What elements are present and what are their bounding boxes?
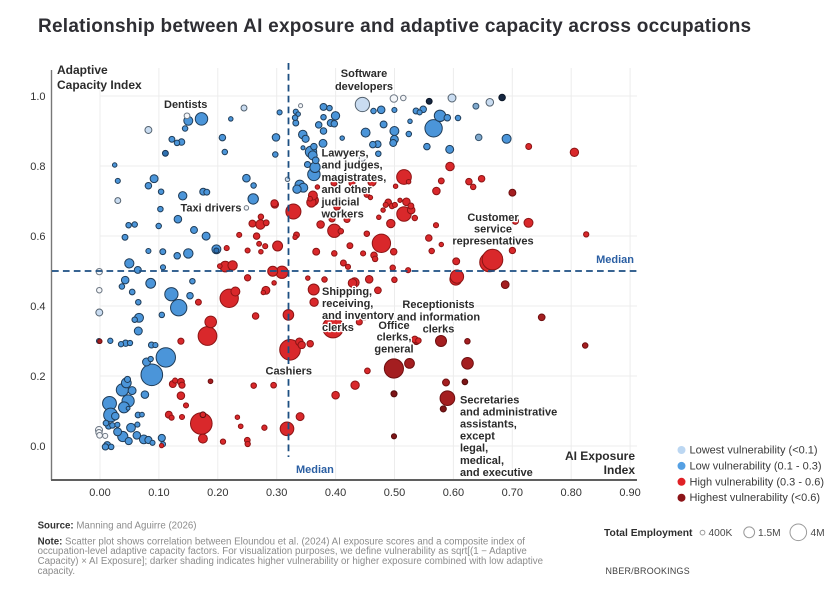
svg-text:Total Employment: Total Employment — [604, 528, 693, 539]
svg-text:general: general — [374, 343, 413, 355]
svg-text:and other: and other — [322, 184, 373, 196]
svg-text:clerks: clerks — [322, 322, 354, 334]
svg-text:Median: Median — [596, 254, 634, 266]
svg-text:Highest vulnerability (<0.6): Highest vulnerability (<0.6) — [690, 492, 821, 504]
svg-text:1.0: 1.0 — [30, 91, 45, 103]
svg-text:0.20: 0.20 — [207, 487, 228, 499]
svg-text:4M: 4M — [811, 528, 825, 539]
svg-text:Lowest vulnerability (<0.1): Lowest vulnerability (<0.1) — [690, 445, 818, 457]
svg-text:developers: developers — [335, 81, 393, 93]
svg-text:Dentists: Dentists — [164, 99, 207, 111]
svg-text:service: service — [474, 224, 512, 236]
svg-text:Office: Office — [378, 320, 409, 332]
svg-text:0.8: 0.8 — [30, 161, 45, 173]
svg-text:Index: Index — [604, 463, 636, 477]
svg-text:Source: Manning and Aguirre (2: Source: Manning and Aguirre (2026) — [38, 521, 197, 532]
svg-text:and executive: and executive — [460, 467, 533, 479]
svg-text:clerks: clerks — [423, 323, 455, 335]
svg-text:Shipping,: Shipping, — [322, 286, 372, 298]
svg-text:workers: workers — [321, 209, 364, 221]
svg-text:Capacity Index: Capacity Index — [57, 78, 142, 92]
svg-text:400K: 400K — [709, 528, 733, 539]
svg-text:Note: Scatter plot shows corre: Note: Scatter plot shows correlation bet… — [38, 536, 526, 547]
svg-text:0.50: 0.50 — [384, 487, 405, 499]
svg-text:0.70: 0.70 — [502, 487, 523, 499]
svg-text:Low vulnerability (0.1 - 0.3): Low vulnerability (0.1 - 0.3) — [690, 460, 822, 472]
svg-text:occupation-level adaptive capa: occupation-level adaptive capacity facto… — [38, 546, 527, 557]
svg-text:Secretaries: Secretaries — [460, 394, 519, 406]
svg-text:assistants,: assistants, — [460, 419, 517, 431]
svg-text:0.60: 0.60 — [443, 487, 464, 499]
svg-text:medical,: medical, — [460, 455, 504, 467]
svg-text:Receptionists: Receptionists — [402, 299, 474, 311]
svg-text:magistrates,: magistrates, — [322, 172, 387, 184]
svg-text:0.30: 0.30 — [266, 487, 287, 499]
svg-text:Capacity) × AI Exposure]; dark: Capacity) × AI Exposure]; darker shading… — [38, 556, 543, 567]
svg-text:Median: Median — [296, 464, 334, 476]
svg-text:0.2: 0.2 — [30, 371, 45, 383]
svg-text:1.5M: 1.5M — [758, 528, 781, 539]
svg-text:and judges,: and judges, — [322, 160, 383, 172]
svg-text:clerks,: clerks, — [377, 332, 412, 344]
svg-text:and inventory: and inventory — [322, 310, 395, 322]
svg-text:0.40: 0.40 — [325, 487, 346, 499]
svg-text:0.80: 0.80 — [560, 487, 581, 499]
svg-text:NBER/BROOKINGS: NBER/BROOKINGS — [606, 566, 690, 576]
svg-text:Software: Software — [341, 68, 387, 80]
svg-text:and administrative: and administrative — [460, 406, 557, 418]
svg-text:Taxi drivers: Taxi drivers — [181, 202, 242, 214]
svg-text:and information: and information — [397, 311, 480, 323]
svg-text:0.90: 0.90 — [619, 487, 640, 499]
svg-text:representatives: representatives — [452, 235, 533, 247]
svg-text:High vulnerability (0.3 - 0.6): High vulnerability (0.3 - 0.6) — [690, 476, 825, 488]
svg-text:0.00: 0.00 — [89, 487, 110, 499]
svg-text:AI Exposure: AI Exposure — [565, 449, 635, 463]
svg-text:judicial: judicial — [321, 196, 360, 208]
svg-text:legal,: legal, — [460, 443, 488, 455]
svg-text:receiving,: receiving, — [322, 298, 373, 310]
svg-text:0.0: 0.0 — [30, 441, 45, 453]
svg-text:Lawyers,: Lawyers, — [322, 148, 369, 160]
svg-text:0.4: 0.4 — [30, 301, 45, 313]
svg-text:0.10: 0.10 — [148, 487, 169, 499]
svg-text:Customer: Customer — [467, 212, 519, 224]
svg-text:except: except — [460, 431, 495, 443]
svg-text:capacity.: capacity. — [38, 566, 76, 577]
svg-text:0.6: 0.6 — [30, 231, 45, 243]
svg-text:Cashiers: Cashiers — [266, 366, 312, 378]
svg-text:Adaptive: Adaptive — [57, 63, 108, 77]
